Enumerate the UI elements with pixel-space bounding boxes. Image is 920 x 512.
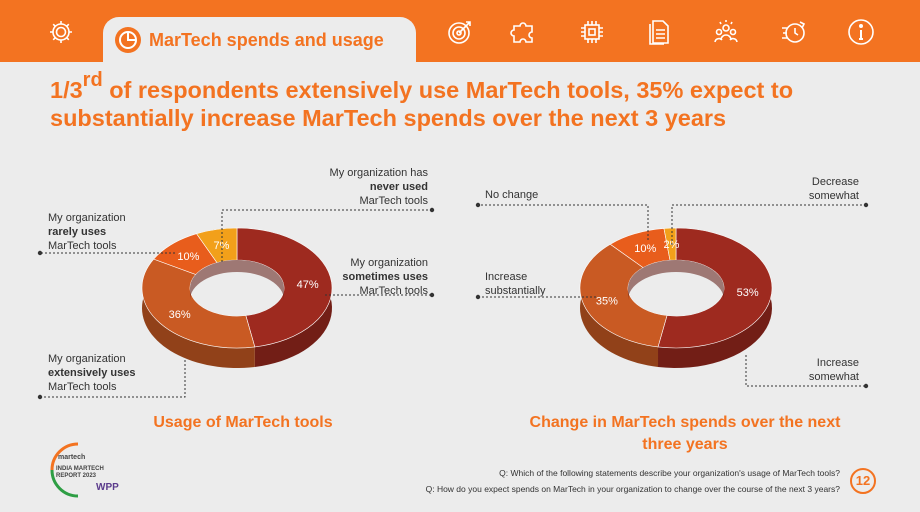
- label-increase-somewhat: Increase somewhat: [808, 357, 859, 383]
- slice-value-label-2: 10%: [634, 243, 656, 255]
- label-extensively-uses: My organization extensively uses MarTech t…: [48, 353, 136, 393]
- donut-side-1: [142, 259, 255, 368]
- label-rarely-uses: My organization rarely uses MarTech tools: [48, 212, 126, 252]
- chart2-title: Change in MarTech spends over the next t…: [529, 414, 841, 453]
- label-never-used: My organization has never used MarTech too…: [329, 167, 428, 207]
- slice-value-label-1: 35%: [596, 295, 618, 307]
- page-number: 12: [850, 468, 876, 494]
- donut-inner-wall: [628, 260, 724, 300]
- donut-chart-usage: 47% 36% 10% 7%: [141, 227, 333, 368]
- slice-value-label-2: 10%: [177, 251, 199, 263]
- puzzle-icon[interactable]: [510, 18, 538, 46]
- headline: 1/3rd of respondents extensively use Mar…: [50, 69, 794, 131]
- team-icon[interactable]: [712, 18, 740, 46]
- india-martech-report-logo: martech INDIA MARTECH REPORT 2023 WPP: [44, 440, 124, 500]
- speed-icon[interactable]: [780, 18, 808, 46]
- tab-label: MarTech spends and usage: [149, 30, 384, 50]
- chart1-title: Usage of MarTech tools: [153, 414, 333, 431]
- slice-value-label-1: 36%: [169, 309, 191, 321]
- leader-lines-chart2: [478, 204, 866, 387]
- documents-icon[interactable]: [646, 18, 674, 46]
- label-decrease-somewhat: Decrease somewhat: [808, 176, 859, 202]
- donut-chart-spends: 53% 35% 10% 2%: [579, 227, 773, 368]
- slice-value-label-3: 7%: [214, 240, 230, 252]
- leader-lines-chart1: [40, 209, 432, 398]
- label-sometimes-uses: My organization sometimes uses MarTech too…: [342, 257, 428, 297]
- leader-dots-chart1: [37, 207, 435, 400]
- label-increase-substantially: Increase substantially: [485, 271, 546, 297]
- tab-martech-spends[interactable]: MarTech spends and usage: [103, 17, 416, 65]
- question-1: Q: Which of the following statements des…: [499, 468, 840, 478]
- slice-value-label-0: 47%: [297, 279, 319, 291]
- leader-dots-chart2: [475, 202, 869, 389]
- donut-inner-wall: [190, 260, 284, 300]
- slice-value-label-0: 53%: [737, 287, 759, 299]
- slice-value-label-3: 2%: [664, 239, 680, 251]
- question-2: Q: How do you expect spends on MarTech i…: [425, 484, 840, 494]
- gear-icon[interactable]: [47, 18, 75, 46]
- target-icon[interactable]: [446, 18, 474, 46]
- donut-side-1: [580, 244, 659, 367]
- info-icon[interactable]: [847, 18, 875, 46]
- chip-icon[interactable]: [578, 18, 606, 46]
- label-no-change: No change: [485, 189, 539, 201]
- pie-chart-icon: [113, 25, 143, 55]
